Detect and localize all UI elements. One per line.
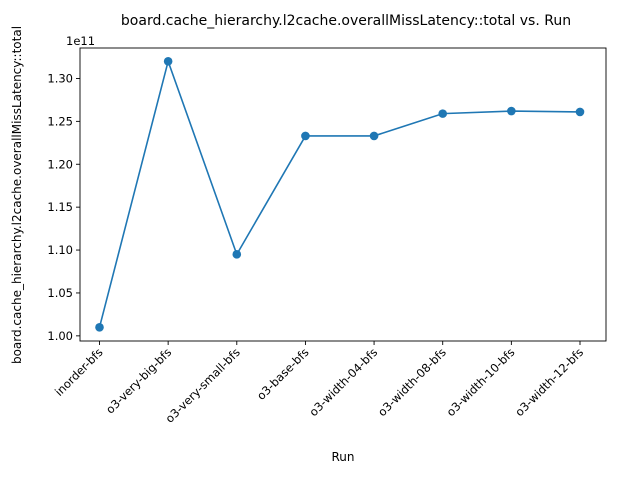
data-point: [575, 107, 585, 117]
y-axis: 1.00 1.05 1.10 1.15 1.20 1.25 1.30: [47, 71, 80, 343]
x-tick-label: o3-base-bfs: [254, 345, 312, 403]
y-tick-label: 1.15: [47, 200, 73, 214]
y-axis-label: board.cache_hierarchy.l2cache.overallMis…: [10, 26, 24, 364]
y-tick-label: 1.30: [47, 71, 73, 85]
data-point: [438, 109, 448, 118]
x-tick-label: o3-very-big-bfs: [103, 345, 174, 416]
y-tick-label: 1.05: [47, 286, 73, 300]
y-offset-text: 1e11: [66, 34, 95, 48]
data-point: [369, 131, 379, 141]
x-tick-label: o3-width-04-bfs: [306, 345, 380, 419]
x-axis-label: Run: [331, 450, 354, 464]
y-tick-label: 1.20: [47, 157, 73, 171]
x-tick-label: o3-width-10-bfs: [444, 345, 518, 419]
data-point: [232, 250, 242, 259]
plot-area-frame: [79, 47, 607, 342]
data-point: [163, 56, 173, 66]
x-axis: inorder-bfso3-very-big-bfso3-very-small-…: [52, 341, 586, 426]
x-tick-label: o3-width-08-bfs: [375, 345, 449, 419]
data-point: [301, 131, 310, 141]
chart-title: board.cache_hierarchy.l2cache.overallMis…: [121, 13, 571, 29]
series-line: [95, 56, 585, 332]
data-point: [95, 322, 104, 332]
y-tick-label: 1.10: [47, 243, 73, 257]
x-tick-label: o3-width-12-bfs: [512, 345, 586, 419]
y-tick-label: 1.25: [47, 114, 73, 128]
x-tick-label: o3-very-small-bfs: [163, 345, 243, 425]
series-polyline: [98, 58, 581, 328]
y-tick-label: 1.00: [47, 329, 73, 343]
x-tick-label: inorder-bfs: [52, 345, 106, 399]
data-point: [507, 106, 516, 116]
